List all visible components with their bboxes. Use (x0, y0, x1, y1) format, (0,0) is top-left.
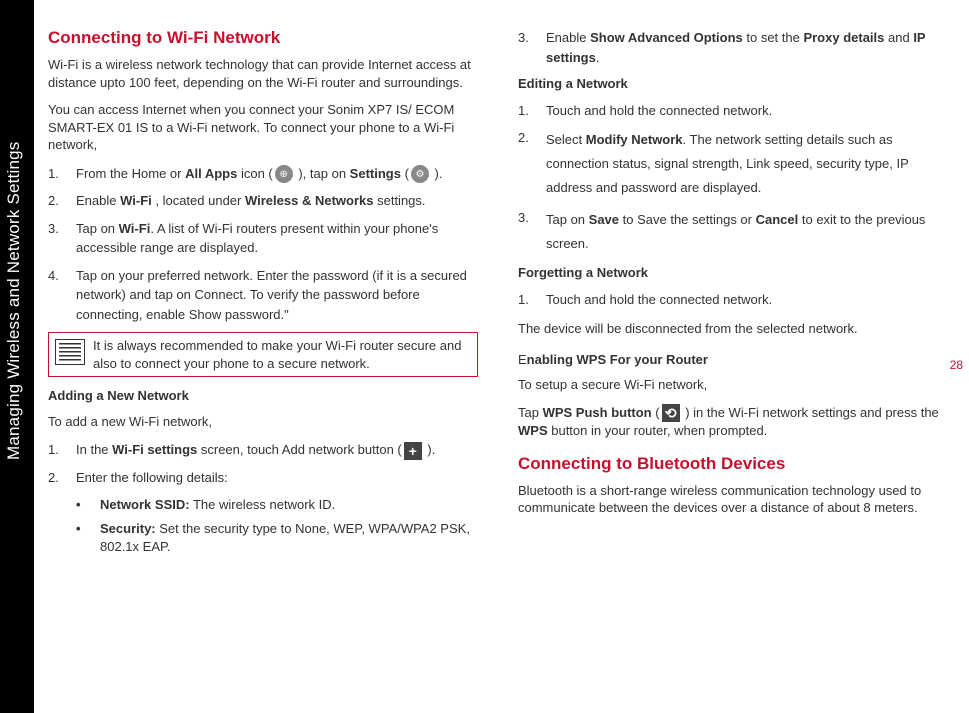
forget-result: The device will be disconnected from the… (518, 317, 948, 340)
all-apps-icon: ⊕ (275, 165, 293, 183)
edit-network-steps: 1. Touch and hold the connected network.… (518, 101, 948, 257)
subhead-adding: Adding a New Network (48, 387, 478, 405)
step-number: 4. (48, 266, 76, 325)
note-box: It is always recommended to make your Wi… (48, 332, 478, 377)
bullet-dot: • (76, 496, 100, 514)
edit-step-2: 2. Select Modify Network. The network se… (518, 128, 948, 200)
add-network-icon: + (404, 442, 422, 460)
step-text: Enable Show Advanced Options to set the … (546, 28, 948, 67)
step-text: Tap on Save to Save the settings or Canc… (546, 208, 948, 256)
bullet-text: Security: Set the security type to None,… (100, 520, 478, 556)
step-text: Tap on your preferred network. Enter the… (76, 266, 478, 325)
add-network-steps-cont: 3. Enable Show Advanced Options to set t… (518, 28, 948, 67)
adding-intro: To add a new Wi-Fi network, (48, 413, 478, 431)
wifi-steps: 1. From the Home or All Apps icon (⊕ ), … (48, 164, 478, 325)
step-text: In the Wi-Fi settings screen, touch Add … (76, 440, 478, 460)
step-number: 3. (48, 219, 76, 258)
edit-step-1: 1. Touch and hold the connected network. (518, 101, 948, 121)
add-step-2: 2. Enter the following details: (48, 468, 478, 488)
step-number: 1. (518, 290, 546, 310)
wifi-step-1: 1. From the Home or All Apps icon (⊕ ), … (48, 164, 478, 184)
left-column: Connecting to Wi-Fi Network Wi-Fi is a w… (48, 28, 478, 562)
step-text: From the Home or All Apps icon (⊕ ), tap… (76, 164, 478, 184)
heading-bluetooth: Connecting to Bluetooth Devices (518, 454, 948, 474)
step-number: 2. (518, 128, 546, 200)
wps-intro: To setup a secure Wi-Fi network, (518, 376, 948, 394)
page-number: 28 (950, 358, 963, 372)
step-text: Touch and hold the connected network. (546, 101, 948, 121)
sidebar: Managing Wireless and Network Settings (0, 0, 34, 713)
step-number: 3. (518, 28, 546, 67)
add-step-3: 3. Enable Show Advanced Options to set t… (518, 28, 948, 67)
subhead-editing: Editing a Network (518, 75, 948, 93)
step-text: Enable Wi-Fi , located under Wireless & … (76, 191, 478, 211)
wps-instructions: Tap WPS Push button (⟲ ) in the Wi-Fi ne… (518, 404, 948, 440)
add-network-steps: 1. In the Wi-Fi settings screen, touch A… (48, 440, 478, 487)
wifi-step-2: 2. Enable Wi-Fi , located under Wireless… (48, 191, 478, 211)
bullet-dot: • (76, 520, 100, 556)
forget-network-steps: 1. Touch and hold the connected network. (518, 290, 948, 310)
bullet-text: Network SSID: The wireless network ID. (100, 496, 335, 514)
step-number: 1. (48, 164, 76, 184)
wifi-intro-2: You can access Internet when you connect… (48, 101, 478, 154)
step-number: 1. (518, 101, 546, 121)
step-text: Enter the following details: (76, 468, 478, 488)
note-icon (55, 339, 85, 365)
content-area: Connecting to Wi-Fi Network Wi-Fi is a w… (48, 28, 948, 562)
right-column: 3. Enable Show Advanced Options to set t… (518, 28, 948, 562)
wifi-step-4: 4. Tap on your preferred network. Enter … (48, 266, 478, 325)
edit-step-3: 3. Tap on Save to Save the settings or C… (518, 208, 948, 256)
network-details-list: • Network SSID: The wireless network ID.… (76, 496, 478, 557)
wifi-step-3: 3. Tap on Wi-Fi. A list of Wi-Fi routers… (48, 219, 478, 258)
step-number: 2. (48, 468, 76, 488)
wps-icon: ⟲ (662, 404, 680, 422)
step-number: 2. (48, 191, 76, 211)
subhead-wps: Enabling WPS For your Router (518, 351, 948, 369)
bullet-security: • Security: Set the security type to Non… (76, 520, 478, 556)
add-step-1: 1. In the Wi-Fi settings screen, touch A… (48, 440, 478, 460)
settings-icon: ⚙ (411, 165, 429, 183)
wifi-intro-1: Wi-Fi is a wireless network technology t… (48, 56, 478, 91)
step-text: Tap on Wi-Fi. A list of Wi-Fi routers pr… (76, 219, 478, 258)
forget-step-1: 1. Touch and hold the connected network. (518, 290, 948, 310)
bullet-ssid: • Network SSID: The wireless network ID. (76, 496, 478, 514)
step-number: 1. (48, 440, 76, 460)
note-text: It is always recommended to make your Wi… (93, 337, 471, 372)
heading-wifi: Connecting to Wi-Fi Network (48, 28, 478, 48)
step-number: 3. (518, 208, 546, 256)
step-text: Select Modify Network. The network setti… (546, 128, 948, 200)
bluetooth-intro: Bluetooth is a short-range wireless comm… (518, 482, 948, 517)
step-text: Touch and hold the connected network. (546, 290, 948, 310)
sidebar-label: Managing Wireless and Network Settings (4, 142, 24, 460)
subhead-forgetting: Forgetting a Network (518, 264, 948, 282)
